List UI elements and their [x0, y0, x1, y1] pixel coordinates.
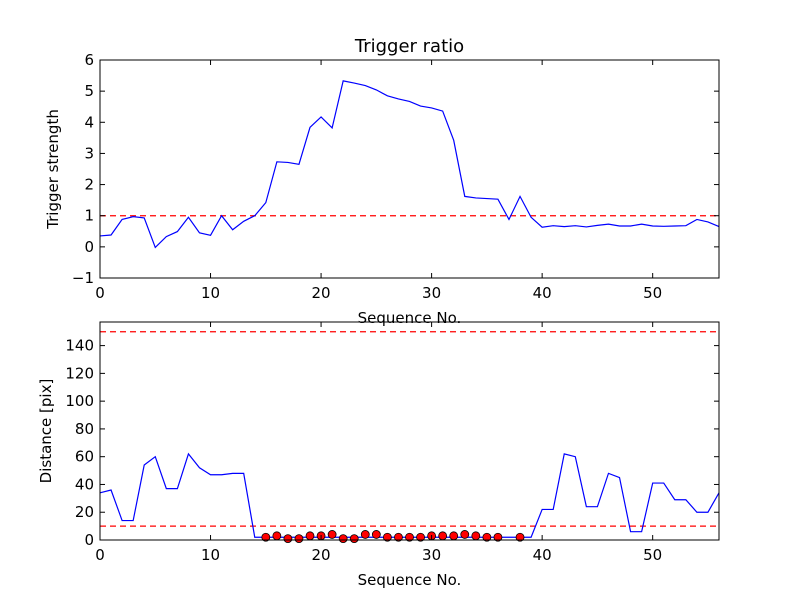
- chart-title: Trigger ratio: [354, 36, 464, 57]
- data-point: [438, 531, 448, 541]
- data-point: [471, 531, 481, 541]
- series-line: [99, 452, 720, 538]
- x-tick-label: 40: [533, 546, 552, 564]
- data-point: [294, 534, 304, 544]
- data-point: [305, 531, 315, 541]
- series-line: [99, 80, 720, 249]
- data-point: [460, 530, 470, 539]
- x-axis-label: Sequence No.: [358, 571, 462, 589]
- y-tick-label: 0: [84, 531, 94, 549]
- y-tick-label: 5: [84, 82, 94, 100]
- y-tick-label: 140: [65, 337, 94, 355]
- y-axis-label: Trigger strength: [44, 109, 62, 230]
- distance-panel: Sequence No. Distance [pix] 0 10 20 30 40 50 0…: [37, 321, 720, 589]
- y-tick-label: 3: [84, 144, 94, 162]
- x-tick-label: 10: [201, 546, 220, 564]
- plot-frame: [99, 321, 720, 541]
- data-point: [416, 532, 425, 542]
- plot-frame: [99, 59, 720, 279]
- data-point: [515, 532, 525, 542]
- data-point: [493, 532, 503, 542]
- y-tick-label: −1: [72, 269, 94, 287]
- y-tick-label: 2: [84, 176, 94, 194]
- x-tick-label: 20: [312, 284, 331, 302]
- trigger-ratio-panel: Trigger ratio Sequence No. Trigger stren…: [44, 36, 720, 327]
- x-axis-label: Sequence No.: [358, 309, 462, 327]
- data-point: [482, 532, 492, 542]
- y-tick-label: 120: [65, 364, 94, 382]
- data-point: [272, 531, 282, 541]
- data-point: [382, 532, 392, 542]
- x-tick-label: 50: [643, 546, 662, 564]
- y-tick-label: 6: [84, 51, 94, 69]
- data-point: [327, 530, 337, 539]
- data-point: [261, 532, 271, 542]
- data-point: [449, 531, 459, 541]
- y-tick-label: 100: [65, 392, 94, 410]
- data-point: [360, 530, 370, 539]
- y-tick-label: 80: [75, 420, 94, 438]
- data-point: [371, 530, 381, 539]
- data-point: [394, 532, 403, 542]
- y-tick-label: 20: [75, 503, 94, 521]
- x-tick-label: 10: [201, 284, 220, 302]
- x-tick-label: 40: [533, 284, 552, 302]
- x-tick-label: 50: [643, 284, 662, 302]
- data-point: [338, 534, 348, 544]
- x-tick-label: 30: [422, 284, 441, 302]
- x-tick-label: 0: [95, 284, 105, 302]
- y-tick-label: 1: [84, 207, 94, 225]
- data-point: [349, 534, 359, 544]
- y-axis-label: Distance [pix]: [37, 379, 55, 484]
- data-point: [283, 534, 293, 544]
- y-tick-label: 60: [75, 448, 94, 466]
- x-tick-label: 30: [422, 546, 441, 564]
- x-tick-label: 0: [95, 546, 105, 564]
- data-point: [405, 532, 414, 542]
- x-tick-label: 20: [312, 546, 331, 564]
- y-tick-label: 40: [75, 475, 94, 493]
- y-tick-label: 0: [84, 238, 94, 256]
- y-tick-label: 4: [84, 113, 94, 131]
